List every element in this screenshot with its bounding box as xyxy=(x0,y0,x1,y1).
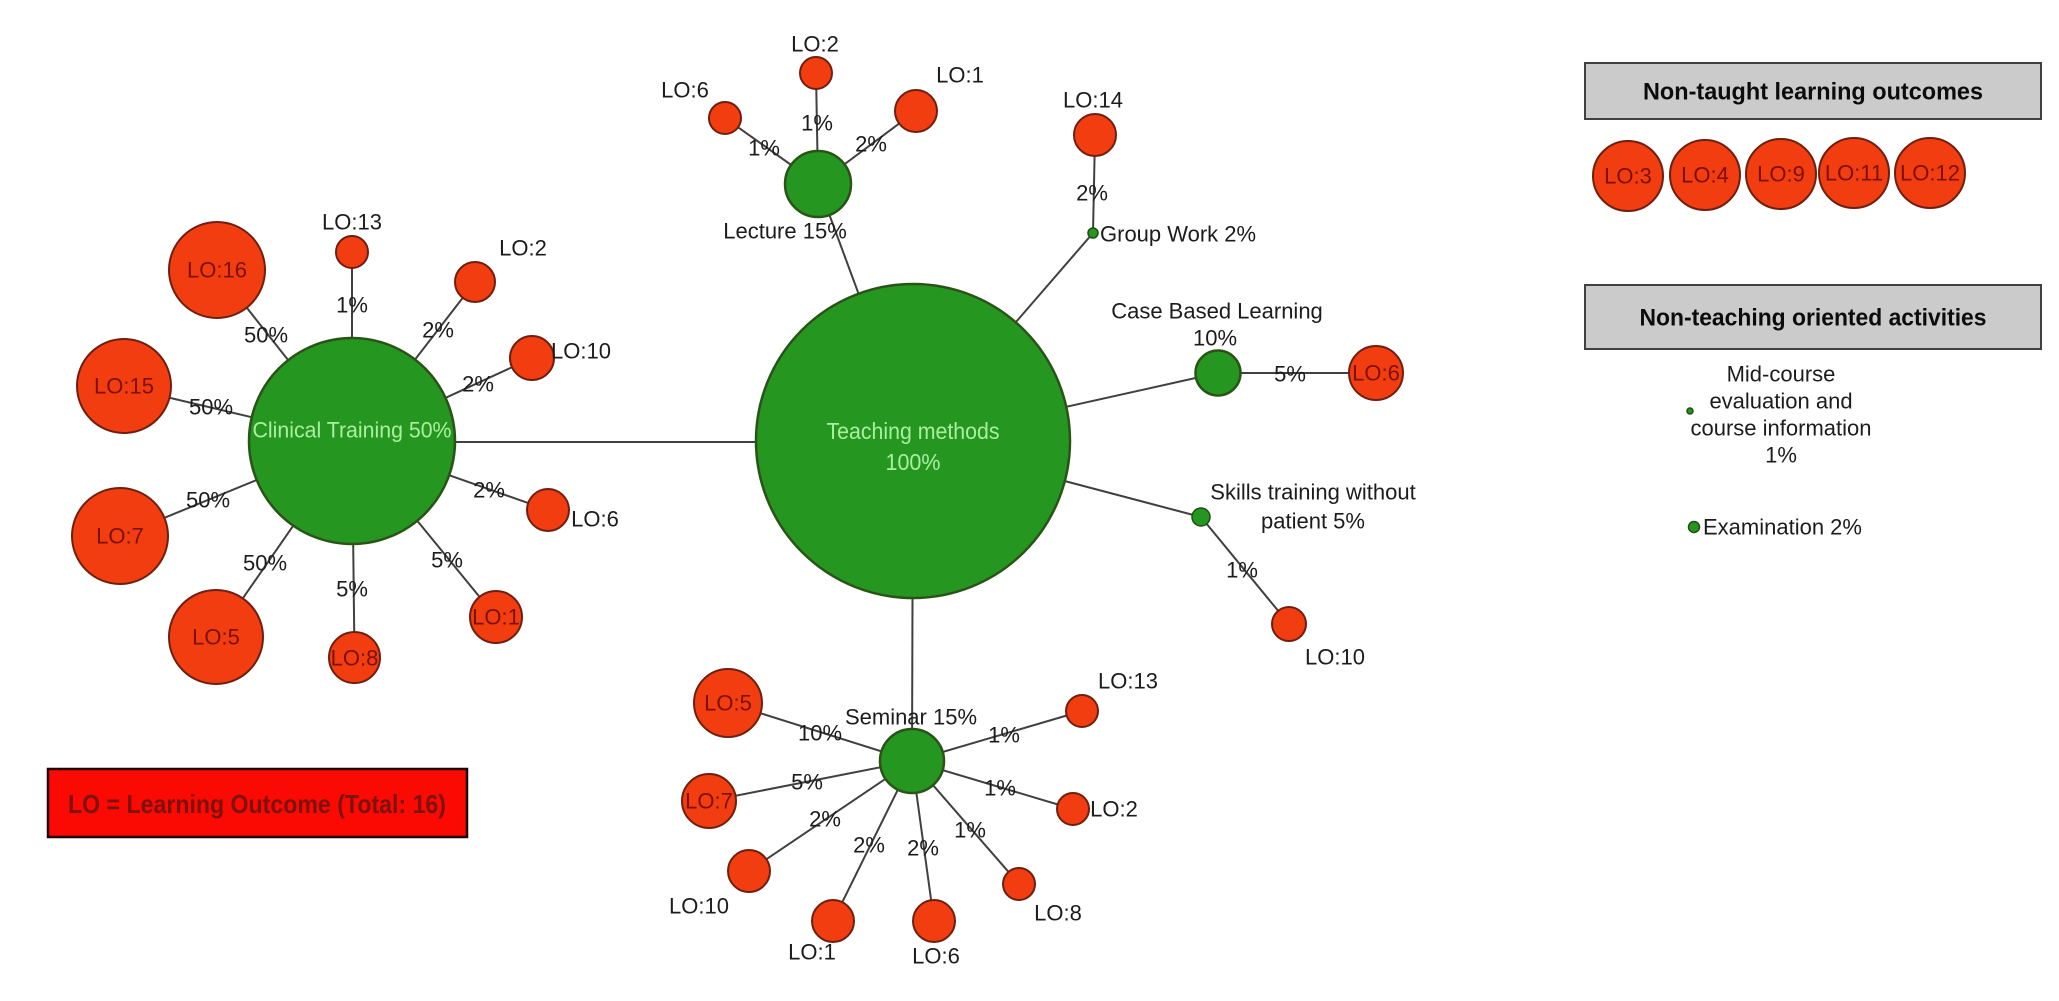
svg-text:LO:1: LO:1 xyxy=(936,63,984,88)
svg-text:Non-taught learning outcomes: Non-taught learning outcomes xyxy=(1643,79,1983,106)
svg-text:LO:8: LO:8 xyxy=(1034,901,1082,926)
svg-text:2%: 2% xyxy=(853,833,885,858)
svg-text:LO:1: LO:1 xyxy=(472,605,520,630)
svg-text:LO:14: LO:14 xyxy=(1063,88,1123,113)
svg-text:patient 5%: patient 5% xyxy=(1261,509,1365,534)
svg-text:evaluation and: evaluation and xyxy=(1709,389,1852,414)
svg-text:LO:6: LO:6 xyxy=(661,78,709,103)
svg-text:LO:2: LO:2 xyxy=(1090,797,1138,822)
svg-text:LO:11: LO:11 xyxy=(1825,161,1883,186)
svg-text:Non-teaching oriented activiti: Non-teaching oriented activities xyxy=(1640,305,1987,332)
svg-text:50%: 50% xyxy=(189,395,233,420)
svg-text:2%: 2% xyxy=(462,372,494,397)
svg-text:LO:2: LO:2 xyxy=(791,32,839,57)
svg-text:LO:9: LO:9 xyxy=(1757,162,1805,187)
svg-text:LO:16: LO:16 xyxy=(187,258,247,283)
svg-text:LO:15: LO:15 xyxy=(94,374,154,399)
svg-text:LO:13: LO:13 xyxy=(1098,669,1158,694)
svg-text:5%: 5% xyxy=(791,770,823,795)
svg-text:2%: 2% xyxy=(855,132,887,157)
svg-text:LO:10: LO:10 xyxy=(669,894,729,919)
svg-text:50%: 50% xyxy=(186,488,230,513)
svg-text:5%: 5% xyxy=(336,577,368,602)
svg-text:1%: 1% xyxy=(1226,558,1258,583)
svg-text:LO:6: LO:6 xyxy=(912,944,960,969)
svg-text:50%: 50% xyxy=(244,323,288,348)
svg-text:1%: 1% xyxy=(748,136,780,161)
svg-text:Teaching methods: Teaching methods xyxy=(827,418,1000,444)
svg-text:LO:3: LO:3 xyxy=(1604,164,1652,189)
svg-text:2%: 2% xyxy=(422,318,454,343)
svg-text:2%: 2% xyxy=(1076,181,1108,206)
svg-text:1%: 1% xyxy=(988,723,1020,748)
svg-text:LO:10: LO:10 xyxy=(551,339,611,364)
svg-text:1%: 1% xyxy=(336,293,368,318)
svg-text:1%: 1% xyxy=(984,776,1016,801)
svg-text:50%: 50% xyxy=(243,551,287,576)
svg-text:LO:8: LO:8 xyxy=(331,646,379,671)
svg-text:Mid-course: Mid-course xyxy=(1727,362,1836,387)
svg-text:Group Work 2%: Group Work 2% xyxy=(1100,222,1256,247)
svg-text:1%: 1% xyxy=(801,111,833,136)
svg-text:1%: 1% xyxy=(1765,443,1797,468)
svg-text:10%: 10% xyxy=(1193,326,1237,351)
svg-text:Lecture 15%: Lecture 15% xyxy=(723,219,847,244)
svg-text:LO:13: LO:13 xyxy=(322,210,382,235)
svg-text:LO:6: LO:6 xyxy=(1352,361,1400,386)
svg-text:LO:2: LO:2 xyxy=(499,236,547,261)
svg-text:2%: 2% xyxy=(809,807,841,832)
svg-text:LO:10: LO:10 xyxy=(1305,645,1365,670)
svg-text:5%: 5% xyxy=(431,548,463,573)
svg-text:LO:5: LO:5 xyxy=(704,691,752,716)
svg-text:Examination 2%: Examination 2% xyxy=(1703,515,1862,540)
svg-text:1%: 1% xyxy=(954,818,986,843)
svg-text:5%: 5% xyxy=(1274,362,1306,387)
svg-text:LO:5: LO:5 xyxy=(192,625,240,650)
svg-text:LO:1: LO:1 xyxy=(788,940,836,965)
svg-text:Clinical Training 50%: Clinical Training 50% xyxy=(253,418,452,443)
svg-text:Skills training without: Skills training without xyxy=(1210,480,1415,505)
svg-text:LO:6: LO:6 xyxy=(571,507,619,532)
svg-text:LO:12: LO:12 xyxy=(1900,161,1960,186)
svg-text:LO:7: LO:7 xyxy=(685,789,733,814)
svg-text:Case Based Learning: Case Based Learning xyxy=(1111,299,1323,324)
svg-text:2%: 2% xyxy=(907,836,939,861)
svg-text:10%: 10% xyxy=(798,721,842,746)
svg-text:Seminar 15%: Seminar 15% xyxy=(845,705,977,730)
svg-text:LO = Learning Outcome (Total:: LO = Learning Outcome (Total: 16) xyxy=(68,789,446,819)
svg-text:100%: 100% xyxy=(886,449,941,475)
svg-text:course information: course information xyxy=(1691,416,1872,441)
svg-text:2%: 2% xyxy=(473,478,505,503)
svg-text:LO:7: LO:7 xyxy=(96,524,144,549)
svg-text:LO:4: LO:4 xyxy=(1681,163,1729,188)
